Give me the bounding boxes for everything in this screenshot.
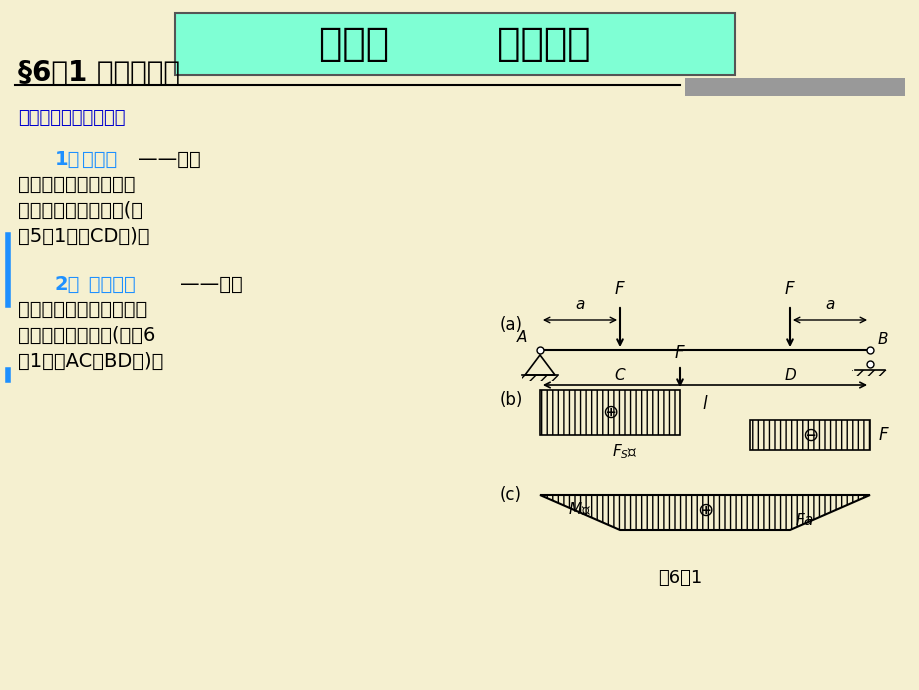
Bar — [539, 390, 679, 435]
Text: §6－1 梁的正应力: §6－1 梁的正应力 — [18, 59, 180, 87]
Text: 上只有弯矩而无剪力(如: 上只有弯矩而无剪力(如 — [18, 201, 142, 220]
Text: $F$: $F$ — [674, 344, 686, 362]
Text: 梁上的某段内各横截面上: 梁上的某段内各横截面上 — [18, 300, 147, 319]
Text: (b): (b) — [499, 391, 523, 409]
Text: 既有弯矩又有剪力(如图6: 既有弯矩又有剪力(如图6 — [18, 326, 155, 345]
Text: 纯弯曲: 纯弯曲 — [82, 150, 117, 169]
Text: $\ominus$: $\ominus$ — [800, 426, 817, 444]
Text: 图6－1: 图6－1 — [657, 569, 701, 587]
Text: ——梁或: ——梁或 — [180, 275, 243, 294]
Bar — [851, 370, 887, 376]
Text: (a): (a) — [499, 316, 522, 334]
Text: 梁上的某段内各横截面: 梁上的某段内各横截面 — [18, 175, 135, 194]
Text: $F_S$图: $F_S$图 — [611, 442, 637, 461]
Text: A: A — [516, 330, 527, 345]
Text: 横力弯曲: 横力弯曲 — [82, 275, 136, 294]
Text: ——梁或: ——梁或 — [138, 150, 200, 169]
Text: $\oplus$: $\oplus$ — [696, 501, 712, 520]
Text: B: B — [877, 332, 888, 347]
Text: 2、: 2、 — [55, 275, 80, 294]
Text: $F$: $F$ — [783, 280, 795, 298]
Text: 1、: 1、 — [55, 150, 80, 169]
Text: $M$图: $M$图 — [568, 500, 591, 517]
Text: 一、纯弯曲与平面假设: 一、纯弯曲与平面假设 — [18, 109, 125, 127]
FancyBboxPatch shape — [175, 13, 734, 75]
Text: 图5－1中的CD段)。: 图5－1中的CD段)。 — [18, 227, 150, 246]
Text: $\oplus$: $\oplus$ — [601, 403, 618, 422]
Text: $a$: $a$ — [824, 297, 834, 312]
Text: C: C — [614, 368, 625, 383]
Text: $a$: $a$ — [574, 297, 584, 312]
Text: D: D — [783, 368, 795, 383]
Text: $l$: $l$ — [701, 395, 708, 413]
Text: $F$: $F$ — [614, 280, 625, 298]
Bar — [685, 78, 904, 96]
Text: $F$: $F$ — [877, 426, 889, 444]
Text: $Fa$: $Fa$ — [794, 512, 813, 528]
Bar — [521, 375, 558, 381]
Text: －1中的AC、BD段)。: －1中的AC、BD段)。 — [18, 352, 164, 371]
Text: 第六章        弯曲应力: 第六章 弯曲应力 — [319, 25, 590, 63]
Text: (c): (c) — [499, 486, 521, 504]
Bar — [749, 420, 869, 450]
